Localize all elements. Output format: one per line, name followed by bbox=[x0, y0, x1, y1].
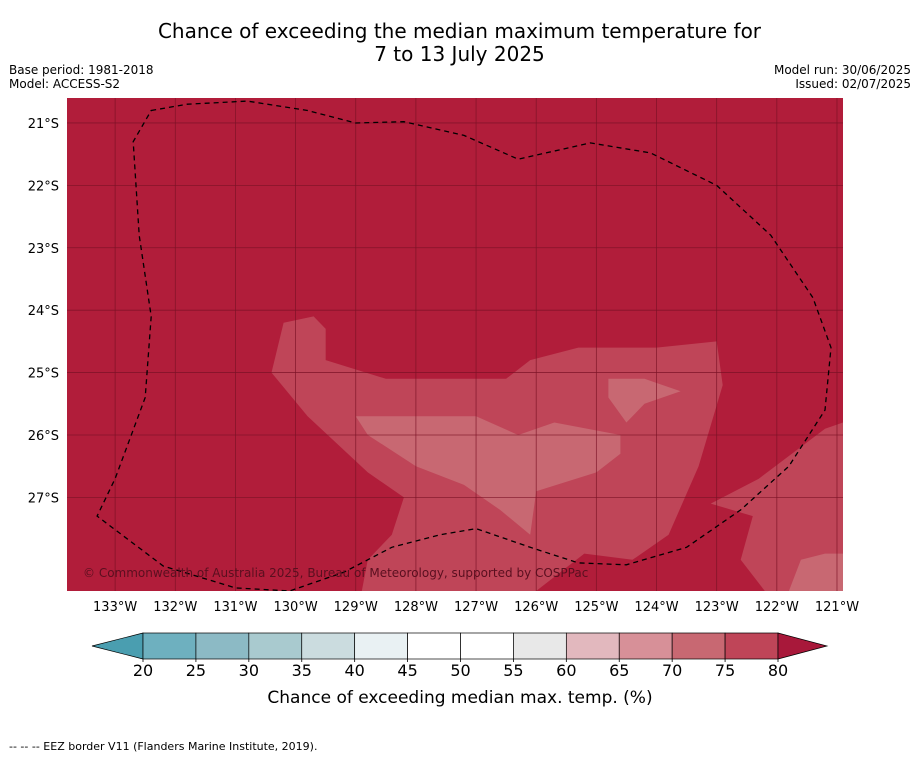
lat-tick-label-2: 23°S bbox=[28, 242, 59, 257]
lon-tick-label-6: 127°W bbox=[454, 600, 498, 615]
colorbar-tick-label-4: 40 bbox=[344, 661, 364, 680]
eez-boundary bbox=[96, 100, 832, 591]
region-70-75-2 bbox=[608, 378, 681, 423]
colorbar-tick-label-9: 65 bbox=[609, 661, 629, 680]
lon-tick-label-0: 133°W bbox=[93, 600, 137, 615]
colorbar-tick-label-10: 70 bbox=[662, 661, 682, 680]
meta-right: Model run: 30/06/2025 Issued: 02/07/2025 bbox=[774, 63, 911, 91]
colorbar-tick-label-3: 35 bbox=[292, 661, 312, 680]
lon-tick-label-12: 121°W bbox=[815, 600, 859, 615]
colorbar-segment-4 bbox=[354, 632, 408, 660]
colorbar-tick-label-11: 75 bbox=[715, 661, 735, 680]
colorbar-segment-0 bbox=[142, 632, 197, 660]
lat-tick-label-0: 21°S bbox=[28, 117, 59, 132]
lon-tick-label-9: 124°W bbox=[634, 600, 678, 615]
longitude-tick-labels: 133°W 132°W 131°W 130°W 129°W 128°W 127°W 126°W… bbox=[93, 600, 859, 615]
colorbar-segment-5 bbox=[407, 632, 461, 660]
region-70-75-4 bbox=[788, 553, 843, 591]
lon-tick-label-5: 128°W bbox=[394, 600, 438, 615]
model-run-text: Model run: 30/06/2025 bbox=[773, 63, 911, 77]
lat-tick-label-3: 24°S bbox=[28, 304, 59, 319]
colorbar-segment-6 bbox=[460, 632, 514, 660]
colorbar-tick-label-2: 30 bbox=[239, 661, 259, 680]
colorbar-segment-8 bbox=[565, 632, 620, 660]
latitude-tick-labels: 21°S 22°S 23°S 24°S 25°S 26°S 27°S bbox=[28, 117, 59, 506]
lat-tick-label-1: 22°S bbox=[28, 179, 59, 194]
colorbar-tick-label-12: 80 bbox=[768, 661, 788, 680]
lat-tick-label-4: 25°S bbox=[28, 367, 59, 382]
lon-tick-label-7: 126°W bbox=[514, 600, 558, 615]
model-text: Model: ACCESS-S2 bbox=[9, 77, 121, 91]
colorbar-tick-labels: 20 25 30 35 40 45 50 55 60 65 70 75 80 bbox=[133, 659, 788, 680]
lon-tick-label-4: 129°W bbox=[334, 600, 378, 615]
copyright-text: © Commonwealth of Australia 2025, Bureau… bbox=[83, 566, 588, 580]
lon-tick-label-10: 123°W bbox=[695, 600, 739, 615]
colorbar-over-arrow bbox=[777, 632, 829, 660]
eez-footnote: -- -- -- EEZ border V11 (Flanders Marine… bbox=[9, 740, 318, 753]
meta-left: Base period: 1981-2018 Model: ACCESS-S2 bbox=[9, 63, 154, 91]
forecast-map: © Commonwealth of Australia 2025, Bureau… bbox=[28, 98, 859, 708]
colorbar-segment-3 bbox=[301, 632, 356, 660]
lon-tick-label-11: 122°W bbox=[755, 600, 799, 615]
lon-tick-label-2: 131°W bbox=[213, 600, 257, 615]
colorbar-label: Chance of exceeding median max. temp. (%… bbox=[267, 688, 652, 708]
colorbar-segment-2 bbox=[248, 632, 303, 660]
colorbar-tick-label-6: 50 bbox=[450, 661, 470, 680]
colorbar-segment-9 bbox=[618, 632, 673, 660]
colorbar-segment-10 bbox=[671, 632, 726, 660]
colorbar-tick-label-1: 25 bbox=[186, 661, 206, 680]
colorbar bbox=[91, 632, 829, 660]
lon-tick-label-3: 130°W bbox=[274, 600, 318, 615]
colorbar-tick-label-0: 20 bbox=[133, 661, 153, 680]
chart-title-line-1: Chance of exceeding the median maximum t… bbox=[157, 19, 762, 43]
region-70-75-1 bbox=[355, 416, 621, 535]
colorbar-tick-label-5: 45 bbox=[397, 661, 417, 680]
lat-tick-label-6: 27°S bbox=[28, 491, 59, 506]
colorbar-under-arrow bbox=[91, 632, 144, 660]
issued-text: Issued: 02/07/2025 bbox=[795, 77, 911, 91]
colorbar-segment-11 bbox=[724, 632, 779, 660]
colorbar-tick-label-8: 60 bbox=[556, 661, 576, 680]
colorbar-segment-1 bbox=[195, 632, 250, 660]
base-period-text: Base period: 1981-2018 bbox=[9, 63, 154, 77]
chart-title-line-2: 7 to 13 July 2025 bbox=[374, 42, 545, 66]
colorbar-tick-label-7: 55 bbox=[503, 661, 523, 680]
lon-tick-label-8: 125°W bbox=[574, 600, 618, 615]
colorbar-segment-7 bbox=[513, 632, 567, 660]
map-gridlines bbox=[67, 98, 843, 591]
lon-tick-label-1: 132°W bbox=[153, 600, 197, 615]
lat-tick-label-5: 26°S bbox=[28, 429, 59, 444]
